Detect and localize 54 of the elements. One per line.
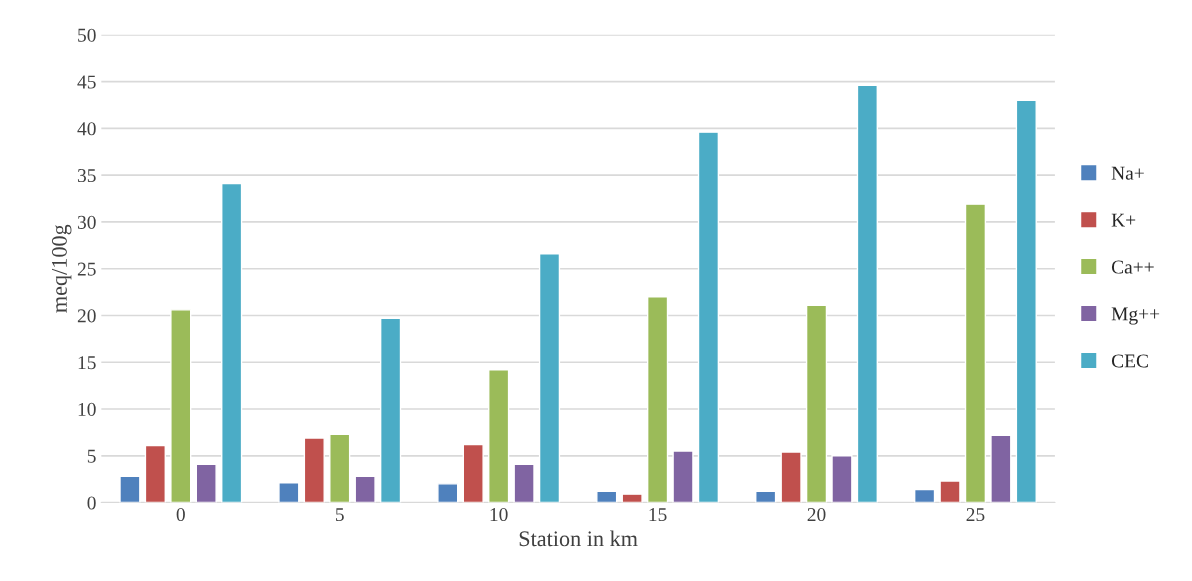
legend-label: Na+ — [1111, 166, 1144, 180]
bar — [780, 451, 802, 503]
x-tick-label: 15 — [649, 508, 667, 522]
bar — [1015, 99, 1037, 503]
x-tick-label: 10 — [490, 507, 508, 522]
bar — [621, 493, 643, 503]
x-tick-label: 20 — [807, 507, 826, 522]
bar — [144, 444, 166, 503]
y-axis-title: meq/100g — [51, 224, 72, 313]
bar — [939, 480, 961, 503]
bar — [964, 203, 987, 503]
y-tick-label: 15 — [78, 356, 96, 370]
bar — [119, 475, 141, 503]
legend-label: K+ — [1111, 213, 1136, 227]
bar — [379, 317, 402, 503]
bar — [596, 490, 618, 503]
y-tick-label: 40 — [77, 122, 96, 136]
bar — [513, 463, 535, 503]
x-axis-title: Station in km — [519, 530, 638, 547]
y-tick-label: 50 — [78, 28, 96, 42]
bar — [488, 369, 510, 503]
y-tick-label: 0 — [87, 496, 96, 510]
bar — [278, 482, 300, 503]
bar — [221, 182, 243, 503]
x-tick-label: 0 — [176, 507, 185, 522]
bar — [462, 443, 484, 503]
bar — [990, 434, 1012, 503]
x-tick-label: 5 — [335, 508, 344, 522]
bar — [805, 304, 828, 503]
bar — [538, 253, 561, 503]
bar — [856, 84, 878, 503]
bar — [170, 309, 192, 503]
bar — [303, 437, 325, 503]
y-tick-label: 25 — [77, 262, 96, 276]
y-tick-label: 45 — [77, 75, 96, 89]
y-tick-label: 10 — [78, 402, 96, 416]
bar — [913, 488, 936, 503]
legend-label: Mg++ — [1111, 307, 1160, 325]
bar — [831, 455, 853, 503]
bar — [755, 490, 777, 503]
bar — [646, 296, 669, 503]
y-tick-label: 30 — [77, 215, 96, 229]
y-tick-label: 5 — [87, 449, 96, 463]
y-tick-label: 35 — [77, 169, 96, 183]
legend-label: Ca++ — [1111, 260, 1154, 274]
bar — [697, 131, 720, 503]
bar — [354, 475, 376, 503]
bar — [195, 463, 217, 503]
bar — [329, 433, 351, 503]
legend-label: CEC — [1111, 354, 1148, 368]
x-tick-label: 25 — [966, 508, 985, 522]
y-tick-label: 20 — [77, 309, 96, 323]
bar — [672, 450, 694, 503]
bar — [437, 483, 459, 503]
